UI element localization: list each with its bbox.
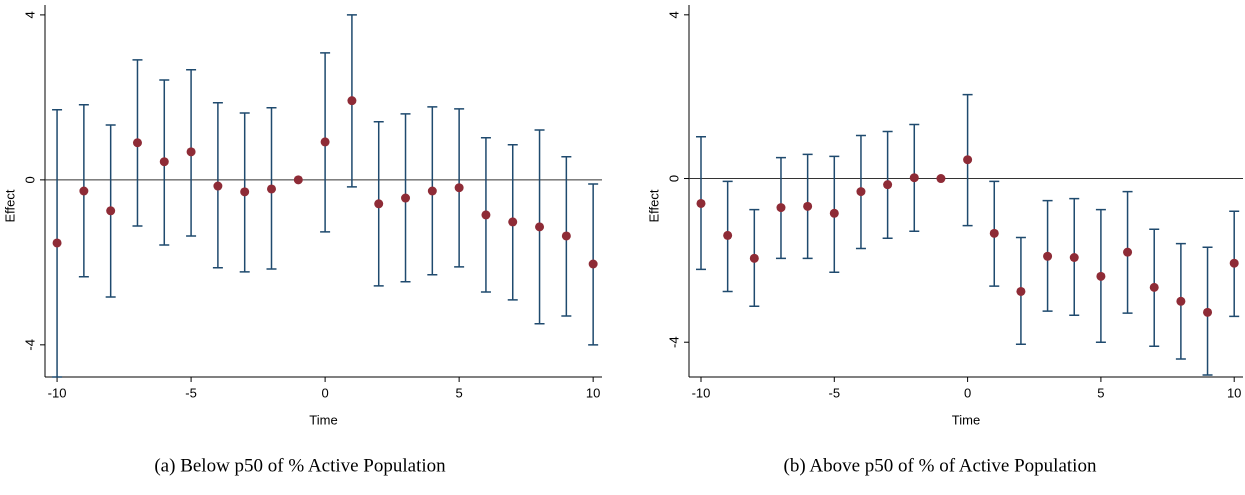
point [723, 230, 733, 240]
point [1096, 271, 1106, 281]
point [374, 199, 384, 209]
point [213, 181, 223, 191]
point [803, 201, 813, 211]
point [1043, 251, 1053, 261]
point [1016, 286, 1026, 296]
point [909, 173, 919, 183]
y-tick-label: 4 [666, 11, 681, 18]
point [989, 228, 999, 238]
point [240, 187, 250, 197]
point [561, 231, 571, 241]
point [1149, 282, 1159, 292]
x-tick-label: 10 [586, 385, 600, 400]
point [266, 184, 276, 194]
point [132, 138, 142, 148]
point [159, 157, 169, 167]
point [52, 238, 62, 248]
x-tick-label: 5 [1097, 385, 1104, 400]
caption: (b) Above p50 of % of Active Population [784, 455, 1097, 476]
y-axis-title: Effect [646, 189, 661, 222]
x-tick-label: -10 [48, 385, 67, 400]
y-tick-label: -4 [666, 336, 681, 348]
point [508, 217, 518, 227]
point [186, 147, 196, 157]
y-axis-title: Effect [2, 189, 17, 222]
point [106, 206, 116, 216]
point [401, 193, 411, 203]
point [427, 186, 437, 196]
point [535, 222, 545, 232]
point [936, 174, 946, 184]
point [883, 180, 893, 190]
x-tick-label: 0 [321, 385, 328, 400]
point [588, 259, 598, 269]
x-tick-label: 10 [1227, 385, 1241, 400]
point [1069, 253, 1079, 263]
point [696, 198, 706, 208]
x-axis-title: Time [309, 412, 337, 427]
x-tick-label: -10 [692, 385, 711, 400]
point [79, 186, 89, 196]
point [829, 208, 839, 218]
point [1203, 307, 1213, 317]
y-tick-label: 4 [22, 11, 37, 18]
point [776, 203, 786, 213]
point [454, 183, 464, 193]
point [1229, 258, 1239, 268]
point [481, 210, 491, 220]
x-axis-title: Time [952, 412, 980, 427]
x-tick-label: 0 [964, 385, 971, 400]
x-tick-label: 5 [456, 385, 463, 400]
point [1176, 296, 1186, 306]
point [856, 187, 866, 197]
point [749, 253, 759, 263]
y-tick-label: 0 [22, 176, 37, 183]
y-tick-label: -4 [22, 339, 37, 351]
point [1123, 247, 1133, 257]
x-tick-label: -5 [185, 385, 197, 400]
point [347, 96, 357, 106]
point [293, 175, 303, 185]
y-tick-label: 0 [666, 175, 681, 182]
point [320, 137, 330, 147]
x-tick-label: -5 [829, 385, 841, 400]
caption: (a) Below p50 of % Active Population [154, 455, 446, 476]
point [963, 155, 973, 165]
